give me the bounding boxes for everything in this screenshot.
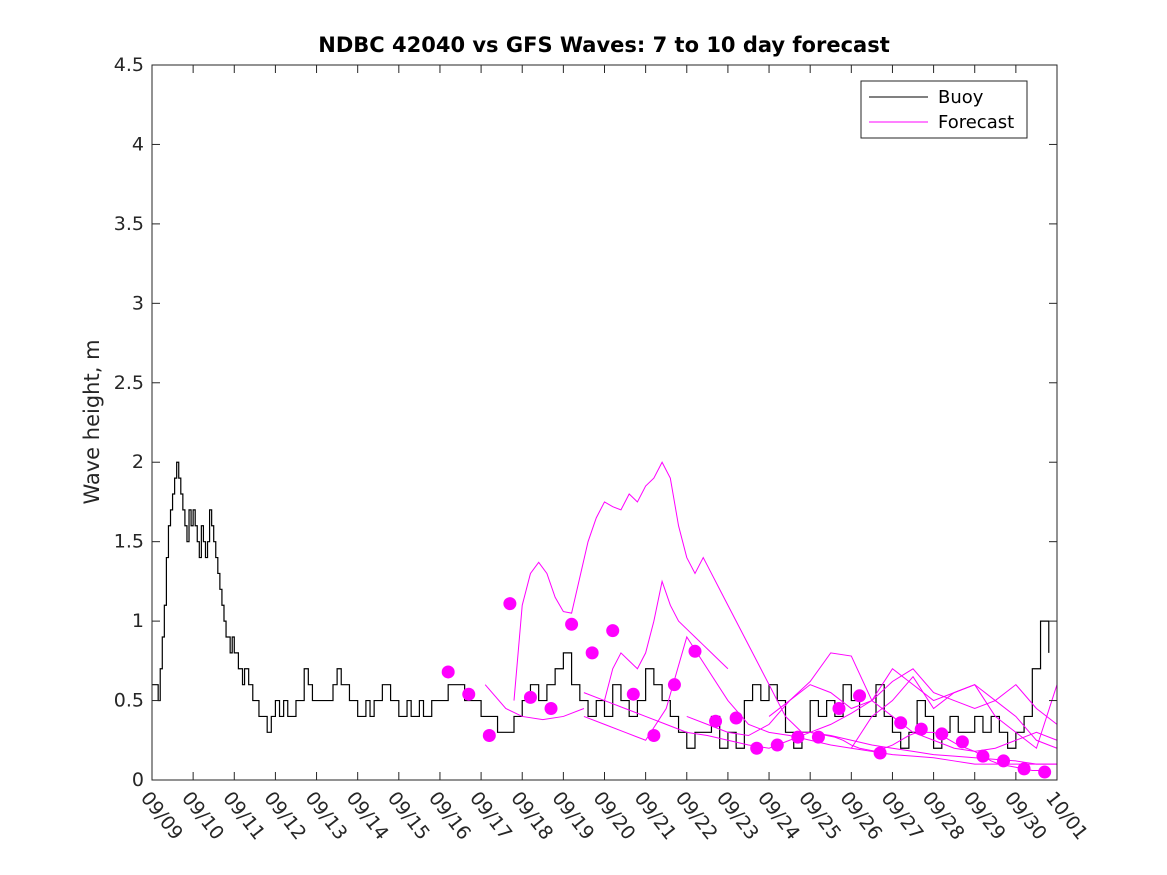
forecast-marker	[667, 678, 681, 692]
forecast-marker	[811, 730, 825, 744]
forecast-line-3	[604, 579, 729, 701]
forecast-marker	[523, 690, 537, 704]
forecast-marker	[606, 624, 620, 638]
forecast-marker	[626, 687, 640, 701]
forecast-marker	[935, 727, 949, 741]
forecast-marker	[750, 741, 764, 755]
plot-area	[152, 65, 1057, 780]
forecast-marker	[976, 749, 990, 763]
y-tick-label: 3.5	[114, 213, 144, 235]
y-axis: 0 0.5 1 1.5 2 2.5 3 3.5 4 4.5	[114, 54, 1057, 791]
forecast-marker	[1038, 765, 1052, 779]
y-tick-label: 1	[132, 610, 144, 632]
forecast-marker	[853, 689, 867, 703]
y-tick-label: 1.5	[114, 531, 144, 553]
forecast-marker	[688, 644, 702, 658]
y-tick-label: 2.5	[114, 372, 144, 394]
forecast-marker	[997, 754, 1011, 768]
y-tick-label: 0	[132, 769, 144, 791]
forecast-marker	[647, 729, 661, 743]
forecast-marker	[565, 617, 579, 631]
forecast-line-6	[768, 668, 1058, 725]
forecast-marker	[1017, 762, 1031, 776]
forecast-marker	[873, 746, 887, 760]
forecast-marker	[894, 716, 908, 730]
y-axis-label: Wave height, m	[80, 339, 104, 504]
forecast-marker	[791, 730, 805, 744]
y-tick-label: 0.5	[114, 690, 144, 712]
forecast-marker	[832, 702, 846, 715]
forecast-markers	[441, 597, 1052, 779]
chart-title: NDBC 42040 vs GFS Waves: 7 to 10 day for…	[318, 33, 889, 57]
forecast-marker	[482, 729, 496, 743]
forecast-marker	[503, 597, 517, 611]
forecast-marker	[955, 735, 969, 749]
forecast-marker	[914, 722, 928, 736]
legend: Buoy Forecast	[860, 80, 1028, 139]
forecast-marker	[441, 665, 455, 679]
forecast-line-7	[810, 668, 1058, 749]
y-tick-label: 4.5	[114, 54, 144, 76]
forecast-marker	[462, 687, 476, 701]
y-tick-label: 3	[132, 292, 144, 314]
forecast-marker	[585, 646, 599, 660]
y-tick-label: 4	[132, 133, 144, 155]
forecast-marker	[770, 738, 784, 752]
y-tick-label: 2	[132, 451, 144, 473]
forecast-line-1	[484, 684, 585, 721]
legend-buoy-label: Buoy	[938, 87, 984, 108]
forecast-marker	[544, 702, 558, 715]
forecast-marker	[729, 711, 743, 725]
legend-box	[860, 80, 1028, 139]
legend-forecast-label: Forecast	[938, 112, 1014, 133]
forecast-line-8	[850, 675, 1058, 750]
forecast-marker	[709, 714, 723, 728]
